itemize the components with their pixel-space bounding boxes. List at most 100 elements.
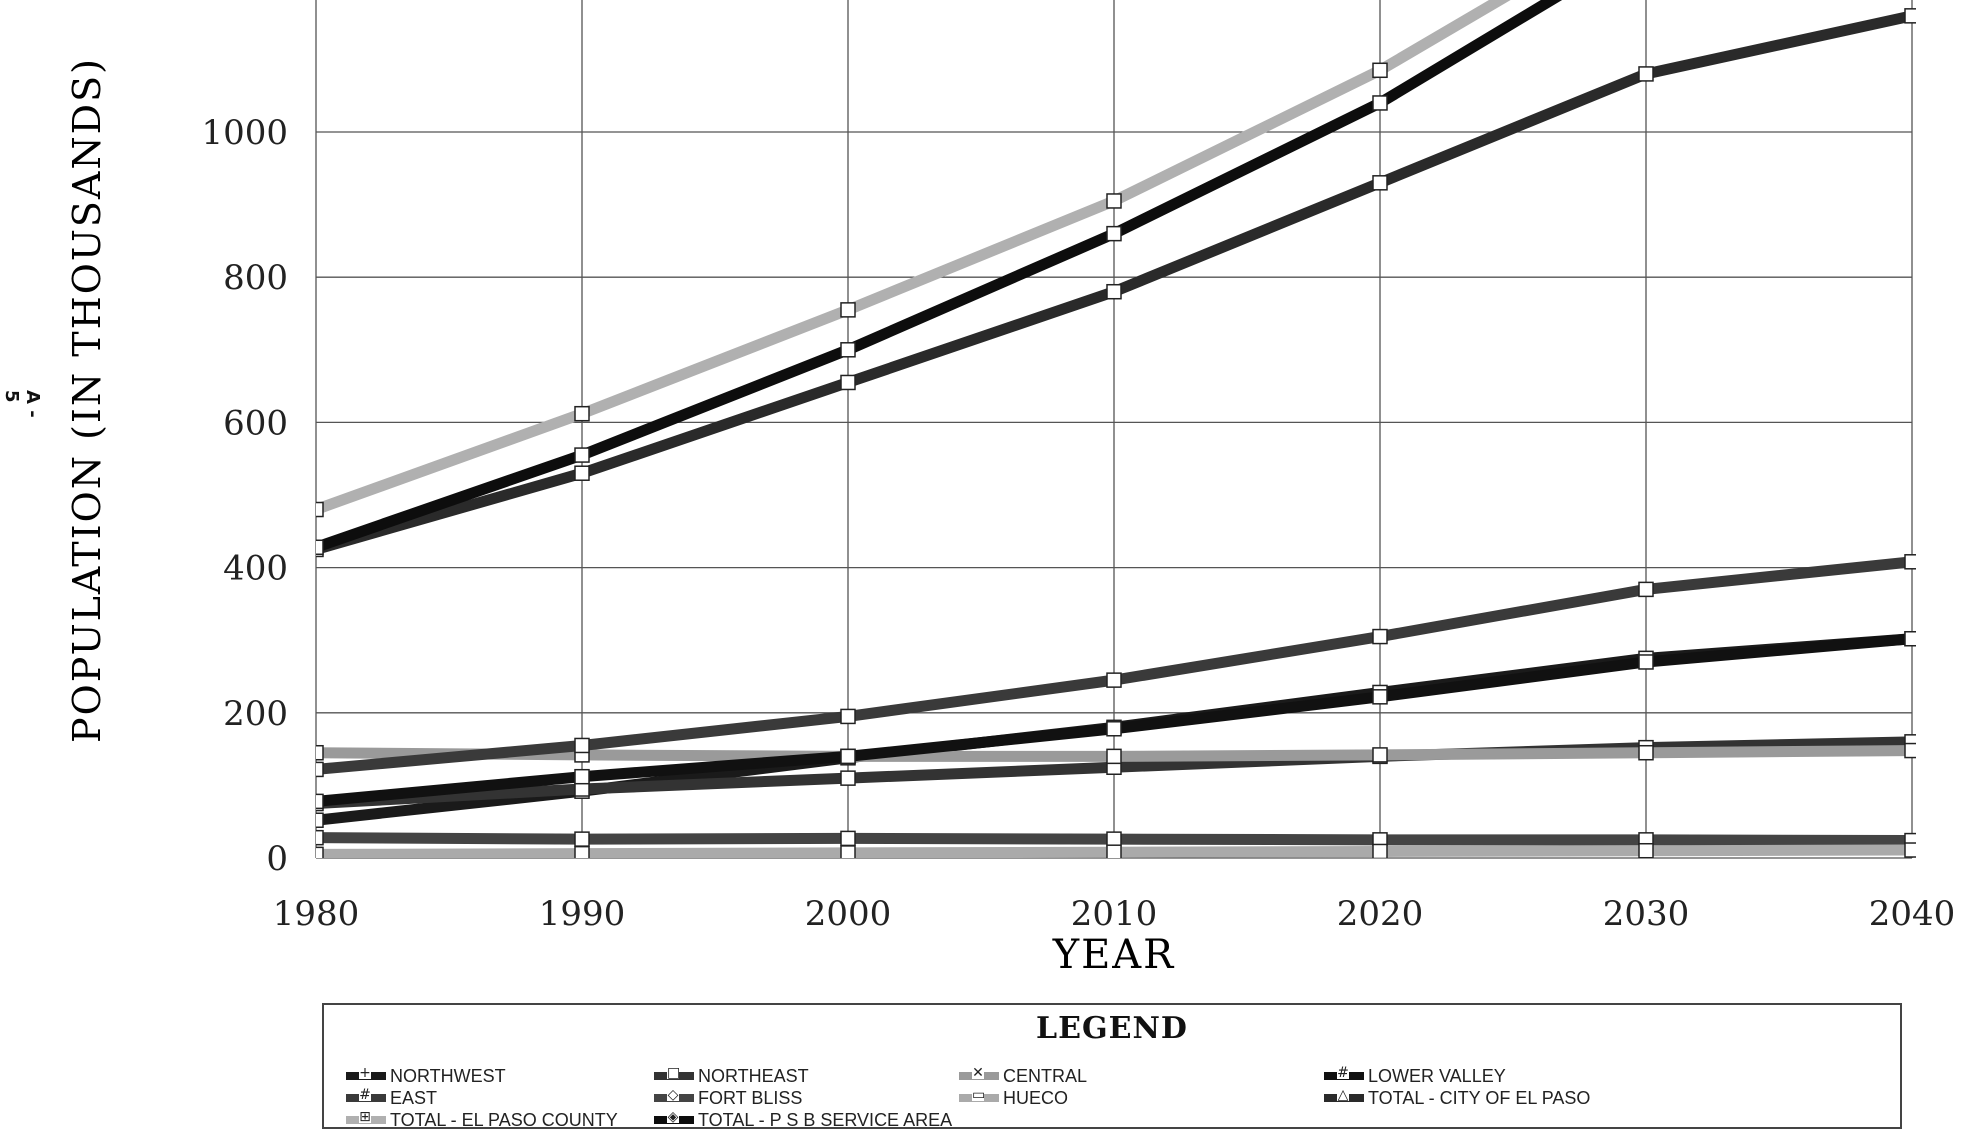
data-point-marker (1638, 581, 1654, 598)
data-point-marker (1372, 628, 1388, 645)
data-point-marker (1372, 95, 1388, 111)
legend-marker-icon: + (359, 1065, 371, 1081)
data-point-marker (840, 748, 856, 765)
data-point-marker (1904, 8, 1916, 24)
legend-item: ✕ CENTRAL (959, 1065, 1087, 1087)
y-tick-label: 200 (223, 694, 288, 734)
data-point-marker (316, 539, 324, 556)
legend-marker-icon: ◇ (667, 1087, 679, 1103)
data-point-marker (1106, 225, 1122, 242)
legend-swatch: ▭ (959, 1088, 999, 1102)
x-tick-label: 2000 (805, 894, 892, 934)
legend-item: # EAST (346, 1087, 437, 1109)
data-point-marker (1904, 842, 1916, 858)
y-tick-labels: 0 200 400 600 800 1000 (201, 113, 288, 879)
data-point-marker (1106, 283, 1122, 300)
data-point-marker (840, 770, 856, 786)
legend-label: TOTAL - CITY OF EL PASO (1368, 1087, 1591, 1108)
data-point-marker (574, 405, 590, 422)
data-point-marker (1372, 843, 1388, 858)
data-point-marker (1638, 66, 1654, 82)
legend-label: FORT BLISS (698, 1087, 803, 1108)
data-point-marker (840, 845, 856, 858)
data-point-marker (316, 829, 324, 846)
grid-lines (315, 0, 1913, 859)
data-point-marker (840, 708, 856, 725)
series-central (316, 742, 1916, 765)
legend-swatch: ⊞ (346, 1110, 386, 1124)
data-point-marker (1372, 175, 1388, 191)
data-point-marker (1106, 748, 1122, 765)
legend-label: LOWER VALLEY (1368, 1065, 1506, 1086)
legend-marker-icon: ▭ (972, 1087, 986, 1103)
data-point-marker (1372, 689, 1388, 705)
x-tick-label: 2030 (1603, 894, 1690, 934)
data-point-marker (1106, 844, 1122, 858)
legend-marker-icon: ◈ (667, 1109, 679, 1125)
data-point-marker (1638, 654, 1654, 670)
legend-label: HUECO (1003, 1087, 1069, 1108)
data-point-marker (1106, 193, 1122, 209)
legend-label: TOTAL - P S B SERVICE AREA (698, 1109, 953, 1130)
data-point-marker (574, 737, 590, 754)
legend-title: LEGEND (1036, 1011, 1188, 1046)
y-tick-label: 600 (223, 403, 288, 443)
data-point-marker (316, 846, 324, 858)
series-total-el-paso-county (316, 0, 1511, 518)
legend-label: TOTAL - EL PASO COUNTY (390, 1109, 618, 1130)
data-point-marker (574, 768, 590, 785)
data-point-marker (1372, 747, 1388, 763)
data-point-marker (574, 845, 590, 858)
data-point-marker (1106, 721, 1122, 737)
data-point-marker (1904, 554, 1916, 570)
data-point-marker (1106, 831, 1122, 847)
legend-swatch: ✕ (959, 1066, 999, 1080)
y-tick-label: 400 (223, 549, 288, 589)
legend-marker-icon: ✕ (972, 1065, 984, 1081)
data-point-marker (840, 374, 856, 391)
data-point-marker (1372, 62, 1388, 79)
legend-label: CENTRAL (1003, 1065, 1088, 1086)
x-axis-title: YEAR (1052, 932, 1176, 978)
legend-item: △ TOTAL - CITY OF EL PASO (1324, 1087, 1590, 1109)
legend-swatch: # (346, 1088, 386, 1102)
data-point-marker (316, 793, 324, 810)
data-point-marker (574, 831, 590, 847)
legend-swatch: ◈ (654, 1110, 694, 1124)
data-point-marker (1904, 630, 1916, 647)
y-axis-title: POPULATION (IN THOUSANDS) (65, 57, 109, 743)
series-lower-valley (316, 630, 1916, 810)
legend-swatch: + (346, 1066, 386, 1080)
legend-swatch: ◇ (654, 1088, 694, 1102)
x-tick-labels: 1980 1990 2000 2010 2020 2030 2040 (273, 894, 1956, 934)
x-tick-label: 1980 (273, 894, 360, 934)
data-point-marker (316, 761, 324, 778)
series-total-p-s-b-service-area (316, 0, 1563, 556)
legend-label: EAST (390, 1087, 438, 1108)
legend-item: ◈ TOTAL - P S B SERVICE AREA (654, 1109, 952, 1131)
x-tick-label: 2010 (1071, 894, 1158, 934)
legend-label: NORTHEAST (698, 1065, 809, 1086)
data-point-marker (316, 812, 324, 828)
y-tick-label: 0 (266, 839, 288, 879)
legend-marker-icon: ⊞ (359, 1109, 371, 1125)
data-point-marker (840, 342, 856, 358)
legend-item: ▭ HUECO (959, 1087, 1068, 1109)
legend-swatch: □ (654, 1066, 694, 1080)
data-point-marker (840, 302, 856, 318)
data-point-marker (316, 501, 324, 518)
y-tick-label: 800 (223, 258, 288, 298)
data-point-marker (574, 465, 590, 481)
x-tick-label: 2040 (1869, 894, 1956, 934)
legend-item: ⊞ TOTAL - EL PASO COUNTY (346, 1109, 618, 1131)
legend-item: + NORTHWEST (346, 1065, 506, 1087)
legend-marker-icon: △ (1337, 1087, 1349, 1103)
legend-marker-icon: # (1337, 1065, 1349, 1081)
legend-marker-icon: # (359, 1087, 371, 1103)
legend-item: ◇ FORT BLISS (654, 1087, 802, 1109)
y-tick-label: 1000 (201, 113, 288, 153)
data-point-marker (316, 744, 324, 761)
legend-item: # LOWER VALLEY (1324, 1065, 1506, 1087)
series-east (316, 554, 1916, 778)
population-line-chart: 1980 1990 2000 2010 2020 2030 2040 0 200 400 600 8… (65, 0, 1956, 978)
